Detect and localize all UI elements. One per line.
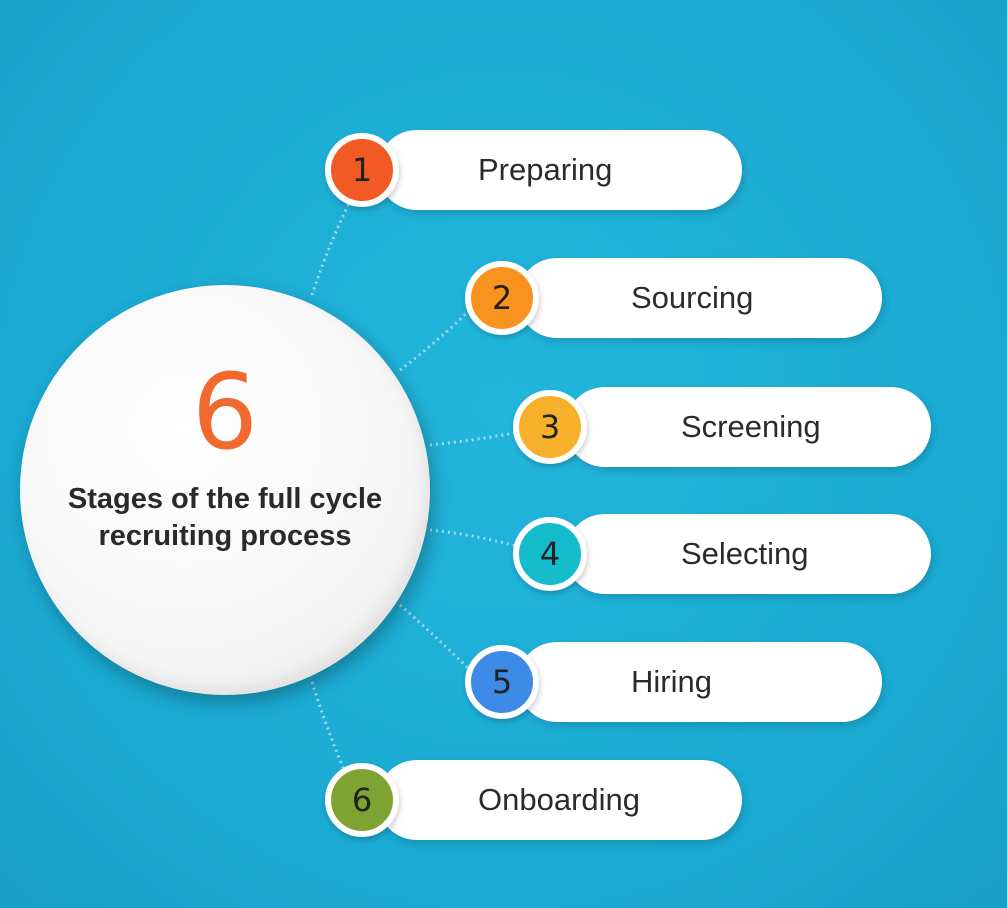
stage-6-number-badge: 6 <box>325 763 399 837</box>
stage-4-label: Selecting <box>681 536 809 571</box>
stage-2-label: Sourcing <box>631 280 754 315</box>
stage-5-label: Hiring <box>631 664 712 699</box>
stage-4-pill <box>565 514 931 594</box>
hub-caption-line-1: Stages of the full cycle <box>67 483 383 515</box>
stage-1-label: Preparing <box>478 152 613 187</box>
stage-6-pill <box>377 760 742 840</box>
stage-6-label: Onboarding <box>478 782 641 817</box>
connector-stage-1 <box>310 184 360 296</box>
stage-3-screening: Screening 3 <box>513 387 931 467</box>
stage-5-pill <box>517 642 882 722</box>
stage-4-number-badge: 4 <box>513 517 587 591</box>
stage-2-sourcing: Sourcing 2 <box>465 258 882 338</box>
hub-stage-count: 6 <box>191 351 259 473</box>
stage-1-preparing: Preparing 1 <box>325 130 742 210</box>
stage-6-onboarding: Onboarding 6 <box>325 760 742 840</box>
stage-3-label: Screening <box>681 409 821 444</box>
stage-4-selecting: Selecting 4 <box>513 514 931 594</box>
stage-1-pill <box>377 130 742 210</box>
stage-1-number-badge: 1 <box>325 133 399 207</box>
center-hub-circle: 6 Stages of the full cycle recruiting pr… <box>20 285 430 695</box>
stage-2-number-badge: 2 <box>465 261 539 335</box>
stage-5-hiring: Hiring 5 <box>465 642 882 722</box>
stage-3-pill <box>565 387 931 467</box>
stage-3-number-badge: 3 <box>513 390 587 464</box>
hub-caption: Stages of the full cycle recruiting proc… <box>20 481 430 555</box>
connector-stage-6 <box>310 681 357 796</box>
hub-caption-line-2: recruiting process <box>98 520 352 552</box>
stage-5-number-badge: 5 <box>465 645 539 719</box>
stage-2-pill <box>517 258 882 338</box>
